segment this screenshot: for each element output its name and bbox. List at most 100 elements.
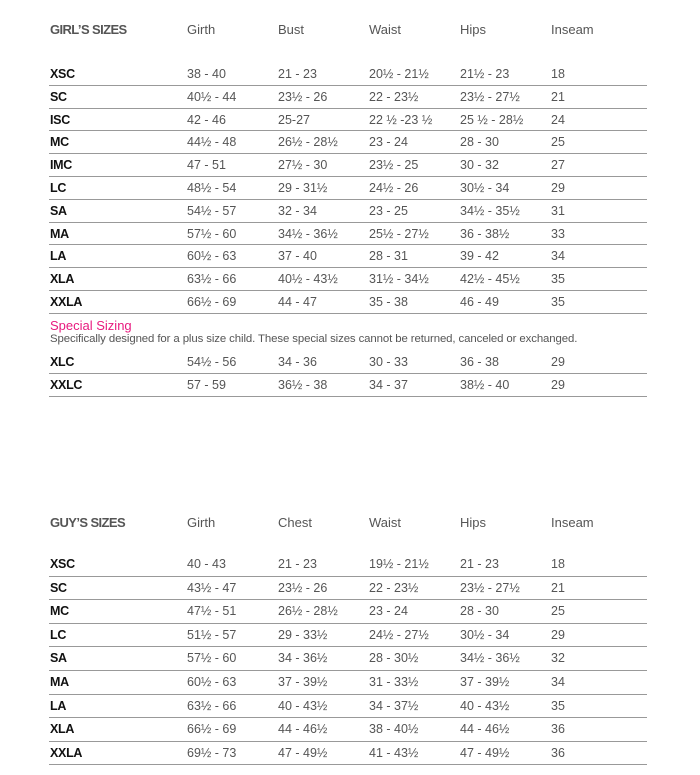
girth-cell: 60½ - 63 [187,249,237,264]
size-label: MA [50,674,69,689]
hips-cell: 28 - 30 [460,135,499,150]
table-row: MA 57½ - 60 34½ - 36½ 25½ - 27½ 36 - 38½ 33 [49,223,647,246]
measure-cell-2: 44 - 47 [278,294,317,309]
inseam-cell: 18 [551,67,565,81]
measure-cell-2: 34 - 36 [278,355,317,369]
col-inseam: Inseam [551,515,594,530]
hips-cell: 30½ - 34 [460,180,510,195]
hips-cell: 47 - 49½ [460,745,510,760]
waist-cell: 31 - 33½ [369,674,419,689]
inseam-cell: 32 [551,651,565,666]
measure-cell-2: 40½ - 43½ [278,272,338,287]
inseam-cell: 21 [551,580,565,595]
size-label: XLA [50,722,75,737]
inseam-cell: 29 [551,627,565,642]
size-label: XXLA [50,294,83,309]
table-row: MC 44½ - 48 26½ - 28½ 23 - 24 28 - 30 25 [49,131,647,155]
waist-cell: 23 - 24 [369,604,408,619]
waist-cell: 22 - 23½ [369,580,419,595]
hips-cell: 36 - 38 [460,355,499,369]
measure-cell-2: 21 - 23 [278,67,317,81]
girth-cell: 63½ - 66 [187,698,237,713]
hips-cell: 34½ - 36½ [460,651,520,666]
table-row: XXLC 57 - 59 36½ - 38 34 - 37 38½ - 40 29 [49,374,647,397]
hips-cell: 39 - 42 [460,249,499,264]
guys-size-table: GUY’S SIZES Girth Chest Waist Hips Insea… [49,515,647,766]
inseam-cell: 21 [551,89,565,104]
table-row: SC 43½ - 47 23½ - 26 22 - 23½ 23½ - 27½ 21 [49,577,647,601]
waist-cell: 23 - 24 [369,135,408,150]
guys-rows: XSC 40 - 43 21 - 23 19½ - 21½ 21 - 23 18 SC 43½… [49,553,647,766]
girth-cell: 57½ - 60 [187,226,237,241]
measure-cell-2: 40 - 43½ [278,698,328,713]
table-row: LA 63½ - 66 40 - 43½ 34 - 37½ 40 - 43½ 35 [49,695,647,719]
size-label: MC [50,604,69,619]
waist-cell: 23 - 25 [369,203,408,218]
measure-cell-2: 37 - 39½ [278,674,328,689]
girth-cell: 57½ - 60 [187,651,237,666]
waist-cell: 30 - 33 [369,355,408,369]
hips-cell: 37 - 39½ [460,674,510,689]
girth-cell: 43½ - 47 [187,580,237,595]
measure-cell-2: 25-27 [278,112,310,127]
measure-cell-2: 21 - 23 [278,557,317,571]
girth-cell: 57 - 59 [187,377,226,392]
special-sizing-description: Specifically designed for a plus size ch… [50,333,578,345]
hips-cell: 42½ - 45½ [460,272,520,287]
waist-cell: 28 - 30½ [369,651,419,666]
hips-cell: 28 - 30 [460,604,499,619]
hips-cell: 23½ - 27½ [460,89,520,104]
girth-cell: 42 - 46 [187,112,226,127]
measure-cell-2: 23½ - 26 [278,580,328,595]
table-row: XLC 54½ - 56 34 - 36 30 - 33 36 - 38 29 [49,351,647,374]
col-girth: Girth [187,22,216,37]
hips-cell: 30 - 32 [460,158,499,173]
measure-cell-2: 34 - 36½ [278,651,328,666]
waist-cell: 25½ - 27½ [369,226,429,241]
girth-cell: 69½ - 73 [187,745,237,760]
guys-title: GUY’S SIZES [50,515,126,530]
col-hips: Hips [460,22,487,37]
hips-cell: 21½ - 23 [460,67,510,81]
inseam-cell: 36 [551,722,565,737]
inseam-cell: 33 [551,226,565,241]
size-label: SC [50,89,67,104]
size-label: XSC [50,557,75,571]
measure-cell-2: 26½ - 28½ [278,604,338,619]
hips-cell: 21 - 23 [460,557,499,571]
measure-cell-2: 27½ - 30 [278,158,328,173]
inseam-cell: 27 [551,158,565,173]
girth-cell: 66½ - 69 [187,294,237,309]
girth-cell: 54½ - 57 [187,203,237,218]
table-row: ISC 42 - 46 25-27 22 ½ -23 ½ 25 ½ - 28½ 24 [49,109,647,132]
girls-rows: XSC 38 - 40 21 - 23 20½ - 21½ 21½ - 23 18 SC 40… [49,63,647,314]
size-label: LA [50,698,67,713]
col-hips: Hips [460,515,487,530]
size-label: LC [50,627,67,642]
measure-cell-2: 29 - 31½ [278,180,328,195]
girth-cell: 51½ - 57 [187,627,237,642]
waist-cell: 35 - 38 [369,294,408,309]
girls-header-row: GIRL’S SIZES Girth Bust Waist Hips Insea… [49,22,647,42]
table-row: XSC 40 - 43 21 - 23 19½ - 21½ 21 - 23 18 [49,553,647,577]
col-inseam: Inseam [551,22,594,37]
hips-cell: 23½ - 27½ [460,580,520,595]
waist-cell: 38 - 40½ [369,722,419,737]
hips-cell: 30½ - 34 [460,627,510,642]
waist-cell: 34 - 37½ [369,698,419,713]
girth-cell: 40 - 43 [187,557,226,571]
measure-cell-2: 26½ - 28½ [278,135,338,150]
girth-cell: 60½ - 63 [187,674,237,689]
table-row: XXLA 66½ - 69 44 - 47 35 - 38 46 - 49 35 [49,291,647,314]
inseam-cell: 18 [551,557,565,571]
girth-cell: 47½ - 51 [187,604,237,619]
size-label: SA [50,203,67,218]
table-row: MA 60½ - 63 37 - 39½ 31 - 33½ 37 - 39½ 34 [49,671,647,695]
size-label: XLA [50,272,75,287]
waist-cell: 28 - 31 [369,249,408,264]
table-row: LC 51½ - 57 29 - 33½ 24½ - 27½ 30½ - 34 29 [49,624,647,648]
inseam-cell: 31 [551,203,565,218]
table-row: SA 57½ - 60 34 - 36½ 28 - 30½ 34½ - 36½ 32 [49,647,647,671]
col-waist: Waist [369,515,402,530]
size-label: XSC [50,67,75,81]
